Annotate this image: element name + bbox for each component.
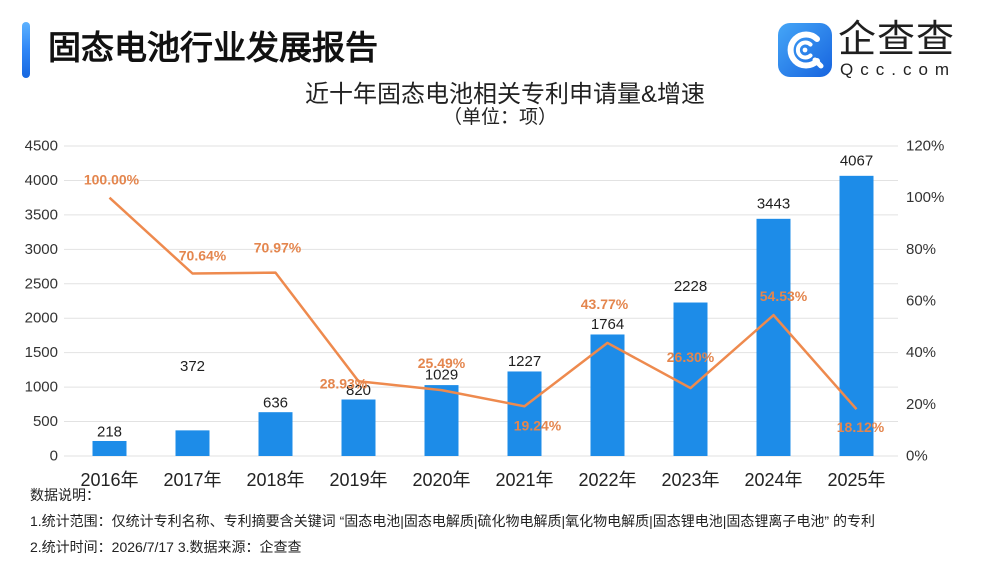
growth-rate-label-1: 100.00% xyxy=(84,172,140,188)
patent-count-bar-10 xyxy=(839,175,874,456)
y-right-tick-label-4: 60% xyxy=(906,293,936,310)
bar-value-label-6: 1227 xyxy=(508,353,541,370)
qcc-logo-icon xyxy=(777,22,833,78)
patent-count-bar-9 xyxy=(756,218,791,456)
bar-value-label-8: 2228 xyxy=(674,278,707,295)
logo-icon-inner-ring xyxy=(795,40,813,60)
logo-name: 企查查 xyxy=(838,19,956,61)
bar-value-label-5: 1029 xyxy=(425,367,458,384)
y-right-tick-label-5: 80% xyxy=(906,241,936,258)
y-left-tick-label-9: 4000 xyxy=(25,172,58,189)
y-left-tick-label-3: 1000 xyxy=(25,379,58,396)
x-category-label-6: 2021年 xyxy=(495,470,553,490)
bar-value-label-2: 372 xyxy=(180,358,205,375)
x-category-label-10: 2025年 xyxy=(827,470,885,490)
x-category-label-2: 2017年 xyxy=(163,470,221,490)
bar-value-label-9: 3443 xyxy=(757,195,790,212)
notes-heading: 数据说明： xyxy=(30,487,100,503)
y-left-tick-label-6: 2500 xyxy=(25,275,58,292)
growth-rate-label-6: 19.24% xyxy=(514,417,562,433)
y-right-tick-label-7: 120% xyxy=(906,138,944,155)
growth-rate-label-10: 18.12% xyxy=(837,419,885,435)
growth-rate-label-8: 26.30% xyxy=(667,349,715,365)
y-left-tick-label-2: 500 xyxy=(33,413,58,430)
bar-value-label-7: 1764 xyxy=(591,316,624,333)
logo-icon-outer-ring xyxy=(787,31,820,69)
patent-count-bar-5 xyxy=(424,385,459,456)
patent-count-bar-4 xyxy=(341,399,376,456)
notes-line-time-source: 2.统计时间：2026/7/17 3.数据来源：企查查 xyxy=(30,539,302,555)
growth-rate-label-9: 54.53% xyxy=(760,288,808,304)
y-left-tick-label-8: 3500 xyxy=(25,206,58,223)
x-category-label-1: 2016年 xyxy=(80,470,138,490)
x-category-label-4: 2019年 xyxy=(329,470,387,490)
y-right-tick-label-2: 20% xyxy=(906,396,936,413)
report-title: 固态电池行业发展报告 xyxy=(48,29,378,66)
y-right-tick-label-1: 0% xyxy=(906,448,928,465)
bar-value-label-10: 4067 xyxy=(840,152,873,169)
patent-count-bar-7 xyxy=(590,334,625,456)
growth-rate-line xyxy=(108,196,858,411)
y-right-tick-label-3: 40% xyxy=(906,344,936,361)
logo-domain: Qcc.com xyxy=(840,60,957,79)
patent-count-bar-3 xyxy=(258,412,293,456)
growth-rate-label-7: 43.77% xyxy=(581,296,629,312)
patent-count-bar-1 xyxy=(92,440,127,456)
patent-count-bar-2 xyxy=(175,430,210,456)
logo-icon-tail xyxy=(812,57,824,69)
y-left-tick-label-1: 0 xyxy=(50,448,58,465)
y-left-tick-label-4: 1500 xyxy=(25,344,58,361)
logo-icon-dot xyxy=(802,47,808,53)
bar-value-label-4: 820 xyxy=(346,382,371,399)
patent-count-bar-6 xyxy=(507,371,542,456)
notes-line-scope: 1.统计范围：仅统计专利名称、专利摘要含关键词 “固态电池|固态电解质|硫化物电… xyxy=(30,513,875,529)
growth-rate-label-5: 25.49% xyxy=(418,355,466,371)
x-category-label-8: 2023年 xyxy=(661,470,719,490)
x-category-label-5: 2020年 xyxy=(412,470,470,490)
x-category-label-3: 2018年 xyxy=(246,470,304,490)
chart-title: 近十年固态电池相关专利申请量&增速 xyxy=(304,81,705,108)
y-left-tick-label-5: 2000 xyxy=(25,310,58,327)
patent-combo-chart: 0 500 1000 1500 2000 2500 3000 3500 4000 4500 0% 20… xyxy=(25,138,945,491)
title-accent-bar xyxy=(22,22,30,78)
growth-rate-label-3: 70.97% xyxy=(254,240,302,256)
x-category-label-9: 2024年 xyxy=(744,470,802,490)
x-category-label-7: 2022年 xyxy=(578,470,636,490)
bar-value-label-1: 218 xyxy=(97,423,122,440)
qcc-logo-icon-graphic xyxy=(778,23,832,77)
bar-value-label-3: 636 xyxy=(263,395,288,412)
chart-subtitle: （单位：项） xyxy=(442,107,557,128)
y-left-tick-label-7: 3000 xyxy=(25,241,58,258)
y-left-tick-label-10: 4500 xyxy=(25,138,58,155)
growth-rate-label-4: 28.93% xyxy=(320,375,368,391)
y-right-tick-label-6: 100% xyxy=(906,189,944,206)
growth-rate-label-2: 70.64% xyxy=(179,248,227,264)
